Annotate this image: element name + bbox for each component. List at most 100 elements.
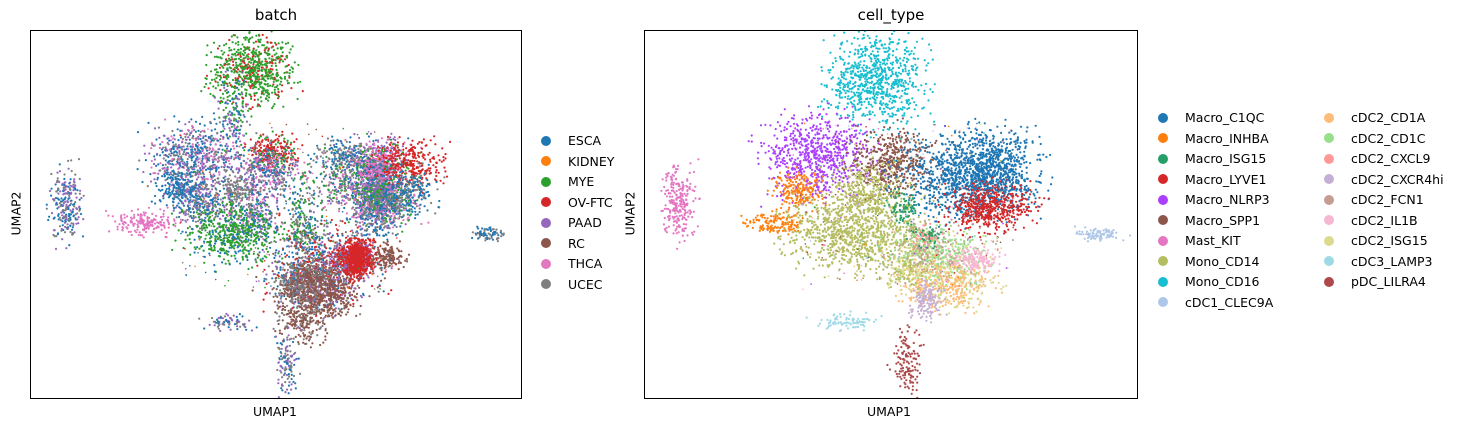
scatter-point — [219, 134, 222, 137]
scatter-point — [252, 61, 255, 64]
scatter-point — [246, 58, 250, 61]
scatter-point — [385, 156, 388, 159]
scatter-point — [259, 105, 262, 108]
scatter-point — [201, 157, 204, 160]
scatter-point — [249, 107, 252, 111]
scatter-point — [377, 183, 380, 186]
scatter-point — [197, 149, 200, 152]
scatter-point — [261, 44, 264, 47]
scatter-point — [163, 175, 166, 178]
scatter-point — [332, 177, 335, 181]
scatter-point — [400, 174, 403, 177]
scatter-point — [221, 80, 224, 83]
scatter-point — [210, 78, 214, 81]
scatter-point — [269, 74, 272, 77]
scatter-point — [239, 47, 243, 50]
scatter-point — [387, 170, 390, 173]
scatter-point — [138, 159, 141, 162]
scatter-point — [237, 120, 240, 123]
scatter-point — [210, 51, 213, 54]
scatter-point — [382, 193, 385, 196]
scatter-point — [187, 152, 190, 155]
scatter-point — [153, 178, 156, 181]
scatter-point — [153, 155, 156, 158]
scatter-point — [164, 149, 167, 152]
scatter-point — [378, 180, 381, 183]
scatter-point — [383, 160, 386, 163]
scatter-point — [167, 137, 170, 140]
scatter-point — [427, 167, 430, 170]
scatter-point — [263, 160, 266, 163]
scatter-point — [206, 178, 209, 181]
scatter-point — [223, 86, 226, 89]
scatter-point — [293, 185, 296, 188]
scatter-point — [180, 155, 183, 158]
scatter-point — [377, 149, 380, 152]
scatter-point — [221, 65, 224, 68]
scatter-point — [239, 55, 242, 58]
scatter-point — [161, 164, 164, 167]
scatter-point — [390, 141, 393, 144]
scatter-point — [291, 70, 294, 73]
scatter-point — [136, 168, 139, 171]
scatter-point — [214, 128, 217, 131]
scatter-point — [185, 133, 188, 136]
scatter-point — [276, 146, 279, 149]
scatter-point — [170, 147, 173, 151]
scatter-point — [209, 143, 212, 146]
scatter-point — [216, 74, 220, 77]
scatter-point — [264, 186, 267, 189]
scatter-point — [406, 218, 409, 221]
scatter-point — [188, 172, 191, 175]
scatter-point — [352, 187, 355, 190]
scatter-point — [242, 57, 245, 60]
scatter-point — [277, 91, 280, 94]
scatter-point — [261, 63, 264, 66]
scatter-point — [245, 103, 248, 106]
scatter-point — [168, 173, 171, 176]
scatter-point — [395, 150, 398, 153]
scatter-point — [141, 180, 144, 184]
scatter-point — [368, 190, 371, 193]
scatter-point — [257, 160, 260, 163]
scatter-point — [170, 152, 173, 155]
scatter-point — [386, 161, 389, 165]
scatter-point — [341, 194, 344, 198]
scatter-point — [275, 43, 278, 46]
scatter-point — [176, 158, 179, 161]
scatter-point — [292, 155, 295, 159]
scatter-point — [402, 219, 405, 222]
scatter-point — [240, 143, 243, 146]
scatter-point — [388, 151, 392, 154]
scatter-point — [196, 141, 199, 144]
scatter-point — [207, 193, 210, 196]
scatter-point — [171, 192, 174, 195]
scatter-point — [414, 171, 417, 174]
scatter-point — [245, 36, 248, 39]
scatter-point — [262, 87, 265, 90]
scatter-point — [150, 200, 153, 203]
scatter-point — [397, 175, 400, 178]
scatter-point — [372, 228, 375, 231]
scatter-point — [443, 166, 446, 169]
scatter-point — [392, 219, 395, 222]
scatter-point — [234, 81, 237, 84]
scatter-point — [380, 159, 383, 162]
scatter-point — [236, 79, 240, 82]
scatter-point — [352, 184, 355, 187]
scatter-point — [168, 148, 171, 151]
scatter-point — [255, 53, 258, 56]
scatter-point — [243, 115, 246, 118]
scatter-point — [276, 154, 279, 157]
scatter-point — [245, 132, 248, 135]
scatter-point — [331, 200, 334, 203]
scatter-point — [409, 213, 412, 216]
scatter-point — [188, 120, 191, 124]
scatter-point — [285, 143, 288, 146]
scatter-point — [210, 178, 213, 181]
scatter-point — [378, 218, 381, 221]
scatter-point — [231, 98, 234, 101]
scatter-point — [193, 128, 196, 132]
scatter-point — [214, 87, 217, 90]
scatter-point — [318, 191, 321, 194]
